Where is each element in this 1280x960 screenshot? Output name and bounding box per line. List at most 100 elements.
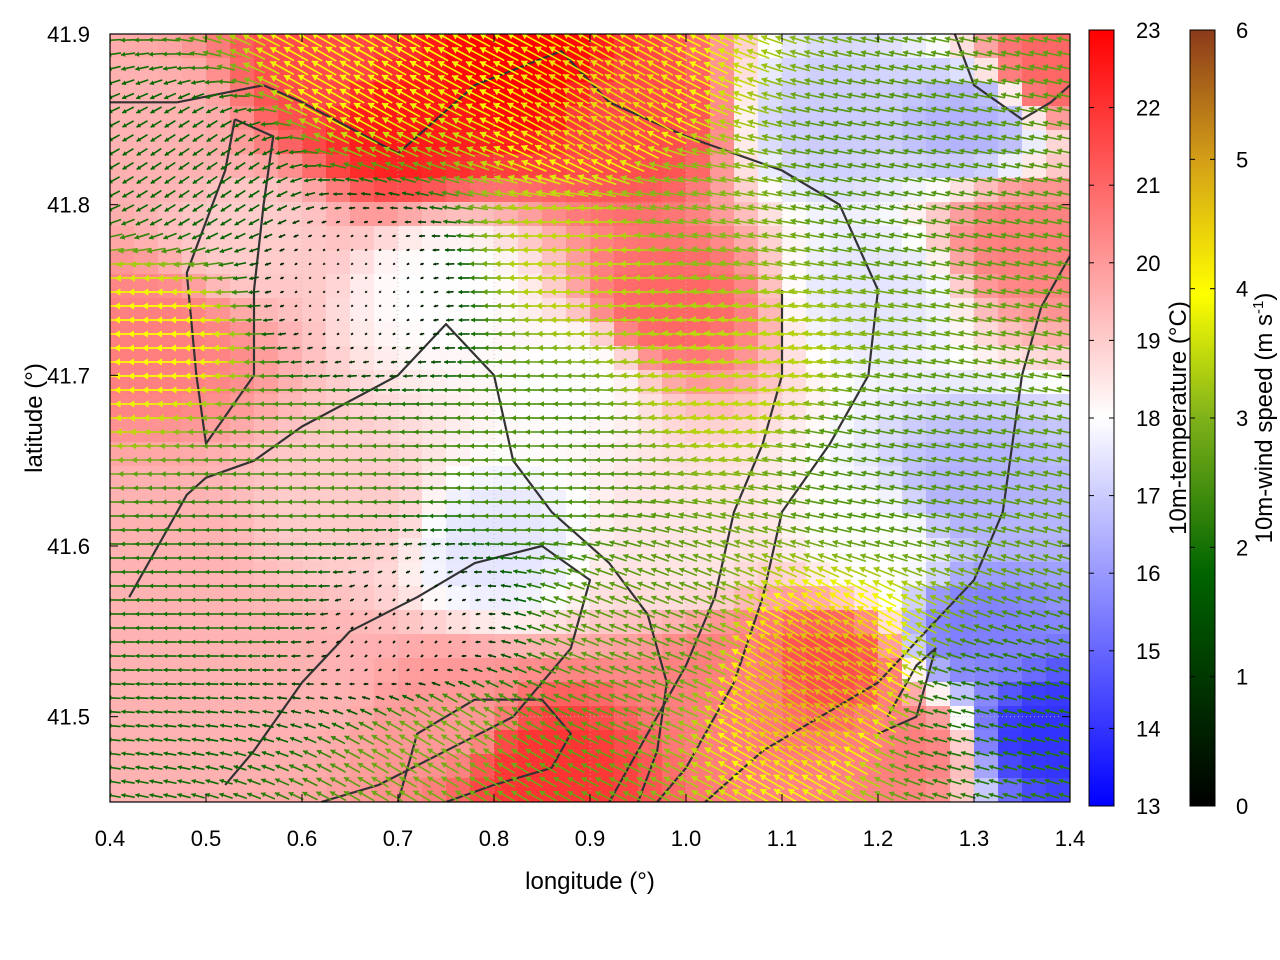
temperature-cell (518, 466, 543, 491)
temperature-cell (230, 250, 255, 275)
temperature-cell (134, 418, 159, 443)
temperature-cell (374, 418, 399, 443)
temperature-cell (854, 58, 879, 83)
wind-arrow-head (103, 457, 108, 464)
temperature-cell (590, 418, 615, 443)
temperature-cell (254, 34, 279, 59)
temperature-cell (206, 514, 231, 539)
temperature-cell (254, 754, 279, 779)
temperature-cell (278, 130, 303, 155)
temperature-cell (398, 466, 423, 491)
temperature-cell (206, 730, 231, 755)
temperature-cell (254, 394, 279, 419)
temperature-cell (398, 346, 423, 371)
temperature-cell (878, 226, 903, 251)
temperature-cell (110, 58, 135, 83)
temperature-cell (110, 682, 135, 707)
temperature-cell (350, 322, 375, 347)
temperature-cell (398, 178, 423, 203)
temperature-cell (254, 418, 279, 443)
temperature-cell (110, 394, 135, 419)
temperature-cell (470, 562, 495, 587)
temperature-cell (302, 274, 327, 299)
temperature-cell (374, 226, 399, 251)
temperature-cell (422, 418, 447, 443)
temperature-cell (326, 682, 351, 707)
temperature-cell (278, 394, 303, 419)
temperature-cell (230, 418, 255, 443)
temperature-cell (566, 226, 591, 251)
wind-arrow-head (110, 653, 112, 659)
temperature-cell (182, 154, 207, 179)
temperature-cell (518, 514, 543, 539)
temperature-cell (926, 226, 951, 251)
temperature-cell (422, 610, 447, 635)
temperature-cell (110, 298, 135, 323)
temperature-cell (134, 586, 159, 611)
temperature-cell (566, 394, 591, 419)
temperature-cell (974, 178, 999, 203)
temperature-cell (374, 250, 399, 275)
temperature-cell (446, 514, 471, 539)
wind-arrow-head (110, 667, 112, 673)
temperature-cell (422, 370, 447, 395)
temperature-cell (398, 562, 423, 587)
temperature-cell (518, 394, 543, 419)
temperature-cell (158, 586, 183, 611)
temperature-cell (470, 418, 495, 443)
wind-arrow-head (100, 344, 106, 351)
temperature-cell (662, 394, 687, 419)
temperature-cell (494, 394, 519, 419)
temperature-cell (470, 250, 495, 275)
temperature-cell (374, 634, 399, 659)
temperature-cell (974, 346, 999, 371)
temperature-cell (374, 202, 399, 227)
temperature-cell (374, 298, 399, 323)
temperature-cell (614, 250, 639, 275)
temperature-cell (566, 298, 591, 323)
temperature-cell (350, 634, 375, 659)
temperature-cell (446, 346, 471, 371)
temperature-cell (110, 586, 135, 611)
temperature-cell (110, 178, 135, 203)
temperature-cell (350, 250, 375, 275)
wind-arrow-head (104, 247, 110, 253)
temperature-cell (1022, 610, 1047, 635)
temperature-cell (206, 58, 231, 83)
temperature-cell (398, 610, 423, 635)
temperature-cell (326, 298, 351, 323)
temperature-cell (350, 226, 375, 251)
temperature-cell (422, 394, 447, 419)
temperature-cell (326, 538, 351, 563)
temperature-cell (278, 730, 303, 755)
temperature-cell (158, 346, 183, 371)
wind-arrow-head (100, 302, 106, 309)
temperature-cell (158, 250, 183, 275)
temperature-cell (398, 250, 423, 275)
temperature-cell (134, 730, 159, 755)
temperature-cell (302, 634, 327, 659)
wind-arrow-head (102, 261, 108, 268)
temperature-cell (782, 346, 807, 371)
temperature-cell (494, 226, 519, 251)
temperature-cell (974, 730, 999, 755)
temperature-cell (542, 466, 567, 491)
temperature-cell (374, 682, 399, 707)
temperature-cell (278, 562, 303, 587)
wind-arrow-head (101, 414, 107, 421)
temperature-cell (254, 346, 279, 371)
temperature-cell (302, 322, 327, 347)
temperature-cell (302, 586, 327, 611)
temperature-cell (350, 178, 375, 203)
temperature-cell (398, 274, 423, 299)
temperature-cell (398, 634, 423, 659)
wind-arrow-head (100, 386, 106, 393)
temperature-cell (254, 466, 279, 491)
temperature-cell (350, 418, 375, 443)
temperature-cell (350, 682, 375, 707)
wind-arrow-head (101, 400, 107, 407)
temperature-cell (326, 634, 351, 659)
temperature-cell (326, 250, 351, 275)
temperature-cell (470, 466, 495, 491)
temperature-cell (686, 394, 711, 419)
